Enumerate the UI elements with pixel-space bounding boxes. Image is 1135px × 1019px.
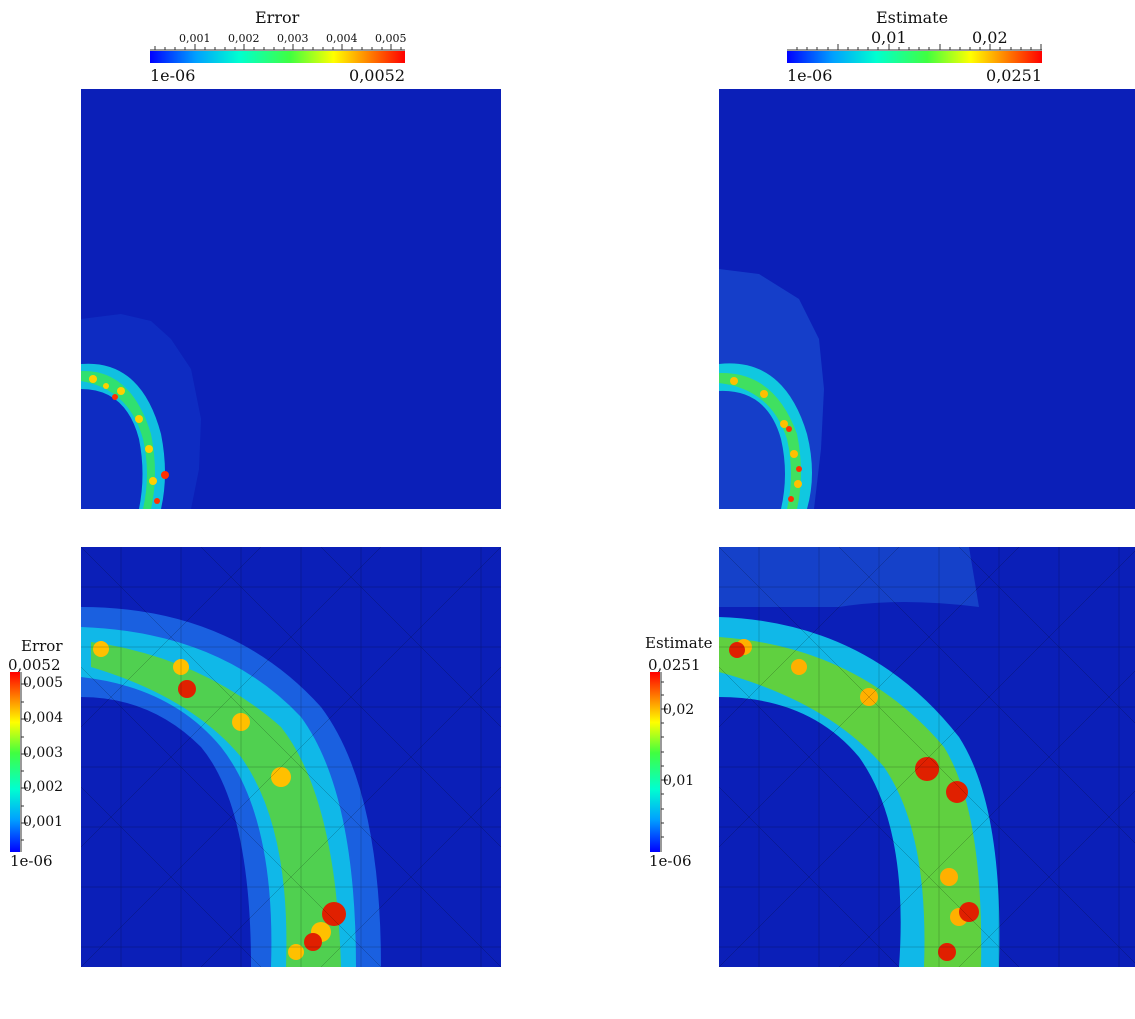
error-field-plot-zoom — [81, 547, 501, 967]
tick-label: 0,005 — [23, 675, 64, 691]
estimate-colorbar-side-title: Estimate — [645, 634, 713, 652]
error-colorbar-side-title: Error — [21, 637, 63, 655]
error-colorbar-top: Error 0,001 0,002 0,003 0,004 0,005 1 — [150, 6, 407, 88]
tick-label: 0,004 — [326, 32, 358, 45]
tick-label: 0,02 — [972, 28, 1008, 47]
error-colorbar-title: Error — [255, 8, 300, 27]
estimate-field-plot-zoom — [719, 547, 1135, 967]
error-field-plot-coarse — [81, 89, 501, 509]
tick-label: 0,003 — [23, 745, 64, 761]
tick-label: 0,005 — [375, 32, 407, 45]
tick-label: 0,02 — [663, 702, 695, 718]
tick-label: 0,001 — [23, 814, 64, 830]
estimate-colorbar-top: Estimate 0,01 0,02 1e-06 0,0251 — [787, 6, 1042, 88]
error-colorbar-max-label: 0,0052 — [349, 66, 405, 85]
estimate-field-plot-coarse — [719, 89, 1135, 509]
tick-label: 0,001 — [179, 32, 211, 45]
tick-label: 0,004 — [23, 710, 64, 726]
tick-label: 0,002 — [23, 779, 64, 795]
error-colorbar-gradient — [150, 44, 405, 63]
estimate-colorbar-side: Estimate 0,0251 0,02 0,01 1e-06 — [645, 632, 720, 877]
estimate-colorbar-side-gradient — [650, 672, 668, 852]
tick-label: 0,01 — [871, 28, 907, 47]
estimate-colorbar-max-label: 0,0251 — [986, 66, 1042, 85]
error-colorbar-side-min-label: 1e-06 — [10, 852, 53, 870]
error-colorbar-min-label: 1e-06 — [150, 66, 196, 85]
estimate-colorbar-side-min-label: 1e-06 — [649, 852, 692, 870]
error-colorbar-side-gradient — [10, 672, 28, 852]
tick-label: 0,002 — [228, 32, 260, 45]
error-colorbar-side-max-label: 0,0052 — [8, 656, 61, 674]
tick-label: 0,01 — [663, 773, 695, 789]
estimate-colorbar-min-label: 1e-06 — [787, 66, 833, 85]
tick-label: 0,003 — [277, 32, 309, 45]
estimate-colorbar-side-max-label: 0,0251 — [648, 656, 701, 674]
estimate-colorbar-gradient — [787, 44, 1042, 63]
estimate-colorbar-title: Estimate — [876, 8, 949, 27]
error-colorbar-side: Error 0,0052 0,005 0,004 0,003 0,002 0,0… — [8, 632, 78, 877]
